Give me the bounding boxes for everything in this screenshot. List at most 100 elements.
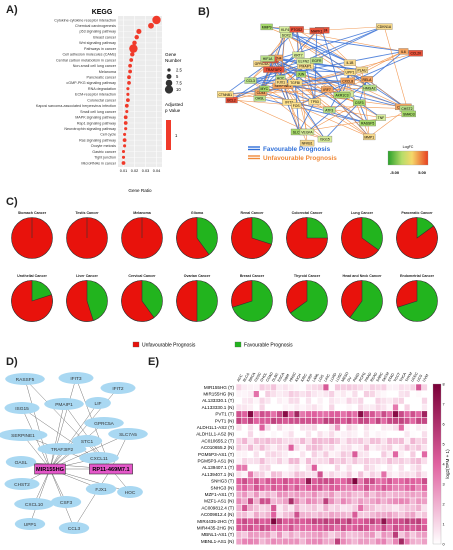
heatmap-cell	[294, 504, 300, 511]
heatmap-cell	[265, 384, 271, 391]
heatmap-cell	[329, 417, 335, 424]
heatmap-cell	[369, 458, 375, 465]
heatmap-cell	[247, 484, 254, 491]
kegg-term-label: Neurotrophin signaling pathway	[64, 127, 116, 131]
unfavourable-legend-label: Unfavourable Prognosis	[263, 155, 337, 162]
heatmap-cell	[253, 404, 259, 411]
heatmap-cell	[265, 511, 271, 518]
heatmap-cell	[358, 478, 364, 485]
heatmap-cell	[392, 525, 399, 532]
heatmap-cell	[288, 464, 294, 471]
heatmap-row-label: MIR155HG (N)	[203, 391, 234, 396]
pie-title: Ovarian Cancer	[184, 274, 211, 278]
heatmap-cell	[416, 471, 422, 478]
network-edge	[280, 29, 286, 83]
heatmap-cell	[363, 417, 370, 424]
heatmap-cell	[392, 424, 399, 431]
lncrna-target-node	[58, 372, 94, 384]
kegg-term-label: Pancreatic cancer	[86, 76, 116, 80]
network-node	[292, 51, 305, 59]
network-edge	[346, 93, 382, 118]
heatmap-cell	[276, 437, 283, 444]
heatmap-cell	[265, 397, 271, 404]
heatmap-cell	[421, 538, 428, 545]
heatmap-cell	[416, 411, 422, 418]
heatmap-cell	[259, 518, 265, 525]
lncrna-target-node	[5, 373, 45, 385]
heatmap-cell	[247, 518, 254, 525]
heatmap-cell	[381, 464, 387, 471]
lncrna-edge	[49, 402, 99, 470]
heatmap-cell	[381, 444, 387, 451]
panel-b-label: B)	[198, 6, 210, 18]
heatmap-cell	[329, 504, 335, 511]
heatmap-cell	[381, 437, 387, 444]
heatmap-cell	[387, 491, 393, 498]
network-edge	[361, 51, 404, 71]
heatmap-cell	[392, 498, 399, 505]
heatmap-cell	[253, 391, 259, 398]
pie-slice-unfavourable	[286, 280, 308, 314]
network-edge	[298, 101, 316, 133]
heatmap-cell	[392, 491, 399, 498]
heatmap-col-label: PCPG	[358, 372, 367, 383]
network-edge	[286, 34, 416, 54]
heatmap-cell	[259, 491, 265, 498]
heatmap-cell	[305, 511, 312, 518]
heatmap-cell	[288, 511, 294, 518]
heatmap-col-label: PRAD	[364, 372, 373, 383]
heatmap-cell	[375, 391, 381, 398]
heatmap-cell	[404, 491, 410, 498]
heatmap-cell	[334, 444, 341, 451]
heatmap-cell	[416, 397, 422, 404]
network-edge	[324, 102, 360, 140]
heatmap-cell	[410, 525, 416, 532]
heatmap-cell	[317, 404, 323, 411]
heatmap-cell	[392, 384, 399, 391]
panel-e-label: E)	[148, 356, 159, 368]
heatmap-cell	[410, 437, 416, 444]
heatmap-cell	[300, 404, 306, 411]
heatmap-cell	[259, 431, 265, 438]
heatmap-cell	[404, 518, 410, 525]
heatmap-cell	[334, 391, 341, 398]
network-legend: Favourable Prognosis Unfavourable Progno…	[248, 146, 337, 162]
heatmap-cell	[416, 444, 422, 451]
heatmap-cell	[323, 498, 329, 505]
network-node-label: HOC	[277, 77, 285, 81]
gene-number-legend-title: Gene	[165, 52, 177, 57]
heatmap-cell	[300, 504, 306, 511]
kegg-term-label: Melanoma	[99, 70, 117, 74]
heatmap-col-label: UCEC	[410, 371, 419, 382]
pie-slice-unfavourable	[341, 217, 380, 259]
heatmap-cell	[358, 471, 364, 478]
heatmap-cell	[352, 437, 358, 444]
lncrna-target-label: FJX1	[95, 487, 107, 493]
kegg-term-label: Chemical carcinogenesis	[75, 24, 116, 28]
kegg-dot	[124, 103, 129, 108]
heatmap-cell	[276, 417, 283, 424]
lncrna-edge	[49, 433, 129, 470]
heatmap-cell	[352, 431, 358, 438]
lncrna-target-node	[14, 518, 46, 530]
heatmap-cell	[265, 404, 271, 411]
heatmap-cell	[288, 404, 294, 411]
heatmap-cell	[294, 491, 300, 498]
tpm-colorbar-tick: 1	[443, 522, 445, 526]
heatmap-cell	[375, 458, 381, 465]
heatmap-cell	[311, 471, 317, 478]
pie-slice-unfavourable	[231, 217, 272, 259]
heatmap-cell	[259, 397, 265, 404]
heatmap-cell	[288, 391, 294, 398]
heatmap-row-label: MBNL1-AS1 (T)	[201, 532, 234, 537]
heatmap-cell	[381, 397, 387, 404]
heatmap-cell	[329, 431, 335, 438]
gene-number-legend-dot	[166, 74, 172, 79]
favourable-legend-text: Favourable Prognosis	[244, 343, 293, 349]
heatmap-cell	[271, 504, 277, 511]
heatmap-cell	[288, 504, 294, 511]
heatmap-cell	[317, 411, 323, 418]
network-node	[321, 86, 334, 93]
heatmap-cell	[363, 451, 370, 458]
heatmap-cell	[404, 531, 410, 538]
